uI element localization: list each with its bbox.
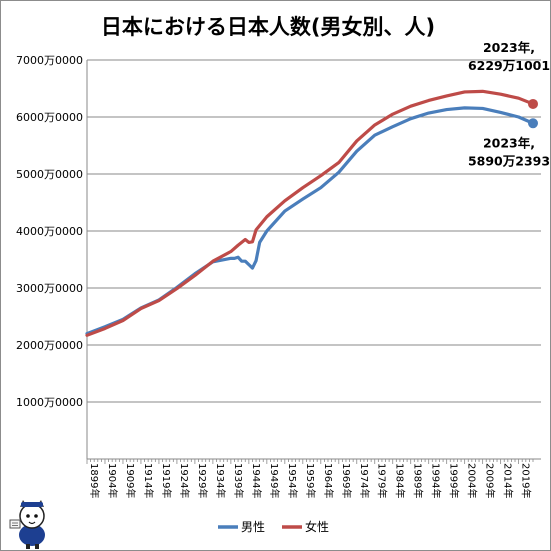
grid-lines: [87, 59, 541, 403]
x-tick-label: 1984年: [394, 463, 407, 498]
y-tick-label: 6000万0000: [16, 111, 83, 124]
x-tick-label: 1969年: [340, 463, 353, 498]
x-tick-label: 1954年: [286, 463, 299, 498]
series-lines: [85, 89, 538, 337]
x-tick-label: 1939年: [232, 463, 245, 498]
x-tick-label: 1989年: [412, 463, 425, 498]
x-tick-label: 2009年: [484, 463, 497, 498]
mascot-mouth: [28, 521, 36, 525]
x-tick-label: 1909年: [124, 463, 137, 498]
end-point-1: [528, 98, 538, 109]
mascot-leg-left: [26, 544, 30, 549]
chart-title: 日本における日本人数(男女別、人): [101, 15, 435, 39]
tick-labels: 1000万0000 2000万0000 3000万0000 4000万0000 5000…: [16, 54, 533, 498]
mascot-body: [19, 524, 45, 546]
x-tick-label: 1899年: [88, 463, 101, 498]
x-tick-label: 1929年: [196, 463, 209, 498]
x-tick-label: 1924年: [178, 463, 191, 498]
annotation-line2: 6229万1001: [468, 58, 550, 73]
annotation-line1: 2023年,: [483, 135, 535, 150]
y-tick-label: 7000万0000: [16, 54, 83, 67]
end-point-0: [528, 118, 538, 129]
axes: [86, 60, 541, 464]
mascot-cap: [21, 502, 43, 507]
series-line-1: [85, 89, 535, 337]
mascot-logo: [9, 500, 45, 549]
y-tick-label: 2000万0000: [16, 339, 83, 352]
mascot-paper: [9, 519, 21, 529]
legend-label-0: 男性: [241, 520, 265, 534]
x-tick-label: 1934年: [214, 463, 227, 498]
x-tick-label: 1919年: [160, 463, 173, 498]
legend: 男性 女性: [218, 519, 329, 534]
annotation-line1: 2023年,: [483, 40, 535, 55]
x-tick-label: 1994年: [430, 463, 443, 498]
y-tick-label: 3000万0000: [16, 282, 83, 295]
annotation-line2: 5890万2393: [468, 153, 550, 168]
mascot-head: [19, 503, 45, 529]
x-tick-label: 1914年: [142, 463, 155, 498]
x-tick-label: 1904年: [106, 463, 119, 498]
x-tick-label: 1999年: [448, 463, 461, 498]
x-tick-label: 1964年: [322, 463, 335, 498]
x-tick-label: 1959年: [304, 463, 317, 498]
annotations: 2023年, 6229万1001 2023年, 5890万2393: [468, 40, 550, 168]
mascot-leg-right: [35, 544, 39, 549]
mascot-eye-right: [34, 514, 38, 518]
x-tick-label: 1944年: [250, 463, 263, 498]
x-tick-label: 1979年: [376, 463, 389, 498]
y-tick-label: 4000万0000: [16, 225, 83, 238]
x-tick-label: 1949年: [268, 463, 281, 498]
series-line-0: [85, 106, 535, 336]
x-tick-label: 2019年: [520, 463, 533, 498]
x-tick-label: 2014年: [502, 463, 515, 498]
x-tick-label: 2004年: [466, 463, 479, 498]
x-tick-label: 1974年: [358, 463, 371, 498]
y-tick-label: 5000万0000: [16, 168, 83, 181]
mascot-eye-left: [26, 514, 30, 518]
legend-label-1: 女性: [305, 519, 329, 534]
y-tick-label: 1000万0000: [16, 396, 83, 409]
